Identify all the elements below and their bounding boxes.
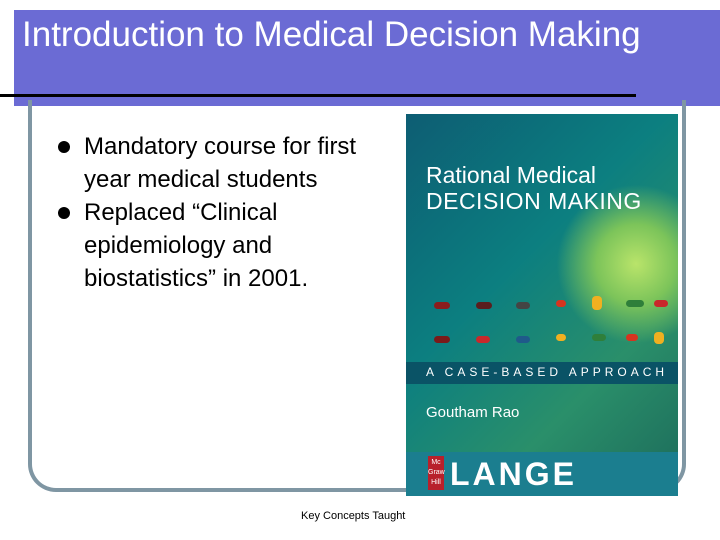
book-cover-image: Rational Medical DECISION MAKING A CASE-…	[406, 114, 678, 496]
bullet-list: Mandatory course for first year medical …	[58, 130, 378, 295]
title-band-left-gap	[0, 0, 14, 106]
publisher-logo-icon	[428, 456, 444, 490]
book-author: Goutham Rao	[426, 404, 520, 421]
bullet-text: Mandatory course for first year medical …	[84, 133, 357, 193]
book-footer	[406, 452, 678, 496]
book-subtitle-strip	[406, 362, 678, 384]
slide-title: Introduction to Medical Decision Making	[22, 15, 641, 54]
bullet-text: Replaced “Clinical epidemiology and bios…	[84, 199, 309, 292]
bullet-item: Replaced “Clinical epidemiology and bios…	[58, 196, 378, 295]
bullet-item: Mandatory course for first year medical …	[58, 130, 378, 196]
publisher-logo-text: Mc Graw Hill	[428, 459, 445, 486]
publisher-brand: LANGE	[450, 456, 577, 492]
cover-glow	[556, 184, 678, 344]
bullet-dot-icon	[58, 207, 70, 219]
title-band	[14, 10, 720, 106]
image-caption: Key Concepts Taught	[301, 510, 406, 522]
book-subtitle: A CASE-BASED APPROACH	[426, 365, 669, 379]
cover-pills	[416, 282, 678, 362]
bullet-dot-icon	[58, 141, 70, 153]
book-title-line1: Rational Medical	[426, 162, 597, 188]
content-frame	[28, 100, 686, 492]
title-underline	[0, 94, 636, 97]
book-title-line2: DECISION MAKING	[426, 188, 642, 214]
